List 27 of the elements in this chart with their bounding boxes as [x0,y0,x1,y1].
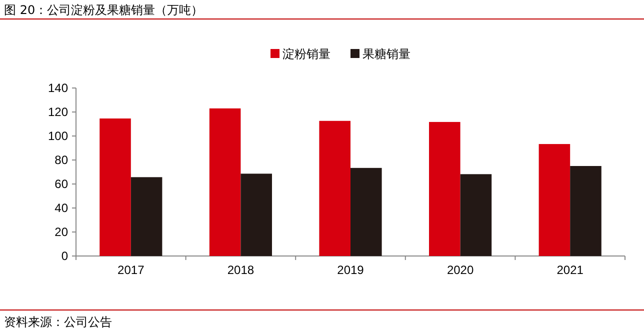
bar [100,118,131,256]
x-tick-label: 2021 [556,263,584,277]
x-tick-label: 2018 [227,263,254,277]
y-tick-label: 100 [48,129,68,143]
bar [240,174,272,256]
y-tick-label: 140 [48,81,68,95]
bar [319,120,350,256]
legend-label: 果糖销量 [362,47,410,61]
y-tick-label: 60 [54,177,68,191]
y-tick-label: 0 [61,249,68,263]
bar [429,122,460,256]
y-tick-label: 40 [54,201,68,215]
text: 资料来源：公司公告 [4,315,112,329]
bar [570,166,602,256]
bar [538,144,570,256]
x-tick-label: 2017 [118,263,145,277]
x-tick-label: 2019 [337,263,364,277]
legend-label: 淀粉销量 [282,47,330,61]
bar [460,174,492,256]
bar [209,108,241,256]
bar [130,177,162,256]
x-tick-label: 2020 [446,263,474,277]
y-tick-label: 120 [48,105,68,119]
y-tick-label: 20 [54,225,68,239]
chart-title: 图 20：公司淀粉及果糖销量（万吨） [4,3,204,17]
bar [350,168,382,256]
y-tick-label: 80 [54,153,68,167]
